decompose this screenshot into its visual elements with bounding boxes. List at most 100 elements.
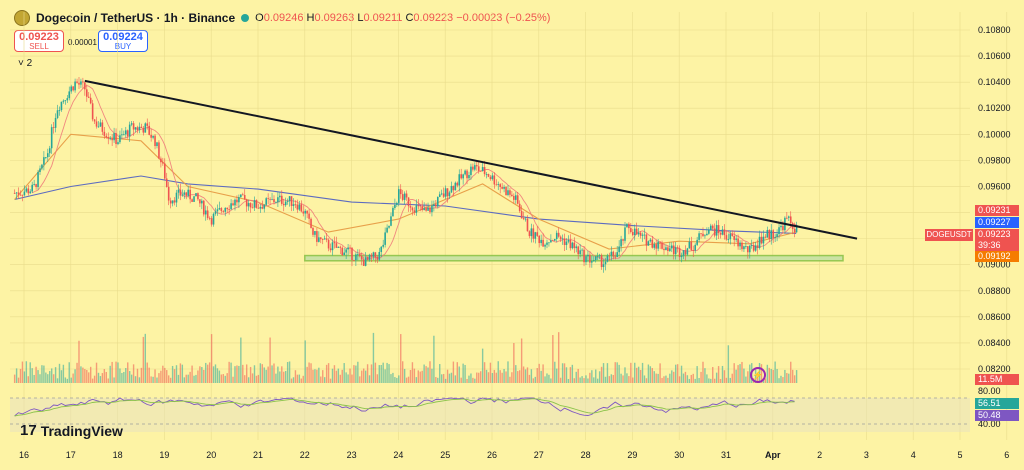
- volume-bar: [162, 365, 164, 383]
- volume-bar: [698, 377, 700, 383]
- candle-body: [177, 189, 180, 193]
- sell-button[interactable]: 0.09223 SELL: [14, 30, 64, 52]
- volume-bar: [682, 373, 685, 383]
- volume-bar: [517, 371, 519, 383]
- time-tick-label: 31: [721, 450, 731, 460]
- volume-bar: [107, 378, 109, 383]
- volume-bar: [743, 368, 745, 383]
- volume-bar: [612, 374, 614, 383]
- volume-bar: [220, 374, 223, 383]
- candle-body: [581, 249, 583, 251]
- volume-bar: [649, 366, 652, 383]
- volume-bar: [678, 376, 681, 383]
- volume-bar: [345, 372, 347, 383]
- volume-bar: [364, 370, 367, 383]
- volume-bar: [419, 371, 421, 383]
- indicators-toggle[interactable]: ˅ 2: [18, 58, 33, 69]
- candle-body: [236, 199, 238, 203]
- candle-body: [43, 157, 45, 165]
- candle-body: [758, 236, 761, 248]
- volume-bar: [312, 369, 314, 383]
- volume-bar: [322, 370, 324, 383]
- candle-body: [711, 225, 714, 229]
- volume-bar: [31, 368, 33, 383]
- candle-body: [45, 157, 47, 158]
- symbol-title[interactable]: Dogecoin / TetherUS · 1h · Binance: [36, 11, 236, 25]
- candle-body: [173, 200, 176, 203]
- rsi-line: [14, 397, 795, 417]
- buy-button[interactable]: 0.09224 BUY: [98, 30, 148, 52]
- candle-body: [727, 239, 730, 241]
- candle-body: [651, 239, 654, 248]
- candle-body: [282, 203, 285, 206]
- volume-bar: [21, 361, 24, 383]
- candle-body: [766, 229, 769, 238]
- volume-bar: [474, 378, 476, 383]
- volume-bar: [593, 377, 595, 383]
- volume-bar: [717, 366, 720, 383]
- volume-bar: [247, 377, 250, 383]
- candle-body: [538, 235, 540, 244]
- volume-bar: [788, 373, 790, 383]
- time-tick-label: 20: [206, 450, 216, 460]
- candle-body: [579, 250, 581, 255]
- volume-bar: [121, 372, 123, 383]
- candle-body: [700, 233, 702, 235]
- volume-bar: [339, 374, 341, 383]
- volume-bar: [33, 374, 35, 383]
- volume-bar: [550, 378, 552, 383]
- volume-bar: [17, 377, 20, 383]
- candle-body: [616, 252, 618, 257]
- volume-bar: [308, 362, 310, 383]
- candle-body: [165, 178, 168, 187]
- volume-bar: [25, 361, 28, 383]
- candle-body: [394, 204, 396, 208]
- volume-bar: [637, 366, 640, 383]
- candle-body: [202, 200, 205, 215]
- candle-body: [347, 247, 349, 250]
- candle-body: [292, 204, 295, 206]
- candle-body: [622, 239, 624, 241]
- candle-body: [645, 234, 648, 246]
- candle-body: [475, 165, 478, 167]
- volume-bar: [255, 375, 258, 383]
- candle-body: [647, 241, 650, 246]
- volume-bar: [727, 345, 730, 383]
- candle-body: [148, 125, 150, 135]
- price-tick-label: 0.10400: [978, 77, 1011, 87]
- volume-bar: [368, 375, 371, 383]
- candle-body: [300, 204, 303, 212]
- volume-bar: [62, 364, 65, 383]
- candle-body: [721, 229, 724, 235]
- volume-bar: [50, 368, 53, 383]
- candle-body: [386, 227, 388, 233]
- candle-body: [612, 251, 615, 257]
- volume-bar: [193, 375, 195, 383]
- candle-body: [516, 195, 519, 204]
- volume-bar: [684, 371, 687, 383]
- candle-body: [265, 198, 267, 205]
- volume-bar: [577, 368, 579, 383]
- volume-bar: [189, 371, 191, 383]
- candle-body: [212, 213, 215, 225]
- trendline-line: [84, 79, 858, 240]
- candle-body: [723, 229, 726, 236]
- volume-bar: [641, 362, 644, 383]
- volume-bar: [41, 365, 43, 383]
- volume-bar: [398, 375, 400, 383]
- candle-body: [358, 254, 361, 256]
- candle-body: [349, 247, 351, 249]
- candle-body: [460, 174, 462, 179]
- volume-bar: [491, 373, 494, 383]
- candle-body: [388, 225, 390, 228]
- candle-body: [628, 223, 630, 229]
- candle-body: [713, 228, 716, 236]
- volume-bar: [790, 361, 792, 383]
- candle-body: [483, 167, 486, 175]
- lightning-icon[interactable]: ⚡: [750, 367, 766, 383]
- volume-bar: [706, 374, 708, 383]
- candle-body: [362, 259, 365, 266]
- volume-bar: [557, 332, 560, 383]
